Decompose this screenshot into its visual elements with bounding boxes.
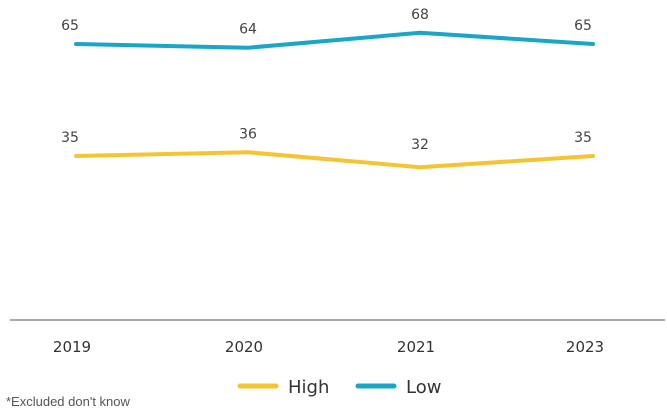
series-line-high [74,150,595,170]
x-tick-label-2021: 2021 [397,338,435,356]
data-label-high-2023: 35 [574,130,592,146]
x-axis-ticks: 2019 2020 2021 2023 [53,338,604,356]
data-label-low-2020: 64 [239,22,257,38]
data-label-high-2020: 36 [239,126,257,142]
x-tick-label-2020: 2020 [225,338,263,356]
data-label-high-2021: 32 [411,137,429,153]
x-tick-label-2019: 2019 [53,338,91,356]
data-label-low-2021: 68 [411,7,429,23]
footnote: *Excluded don't know [6,394,130,409]
legend-label-high: High [288,377,329,398]
x-tick-label-2023: 2023 [566,338,604,356]
series-line-low [74,30,595,50]
data-label-low-2019: 65 [61,18,79,34]
legend-label-low: Low [406,377,441,398]
data-labels: 65 64 68 65 35 36 32 35 [61,7,592,153]
data-label-high-2019: 35 [61,130,79,146]
series-layer [74,30,595,170]
legend: High Low [237,377,441,398]
data-label-low-2023: 65 [574,18,592,34]
